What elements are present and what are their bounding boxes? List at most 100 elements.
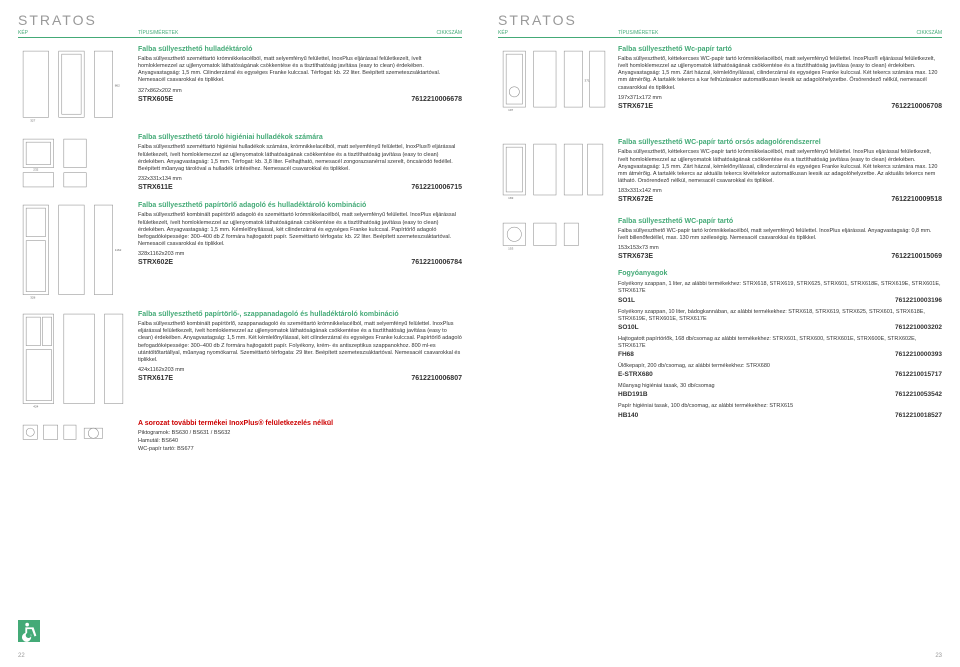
col-code: CIKKSZÁM — [916, 30, 942, 36]
accessibility-icon — [18, 620, 40, 642]
additional-item: Piktogramok: BS630 / BS631 / BS632 — [138, 430, 462, 437]
additional-drawing — [18, 420, 138, 458]
product-row: 153 Falba süllyeszthető WC-papír tartó F… — [498, 218, 942, 261]
supply-desc: Hajtogatott papírtörlők, 168 db/csomag a… — [618, 336, 942, 350]
product-row: 232 Falba süllyeszthető tároló higiéniai… — [18, 134, 462, 192]
product-row: 197371 Falba süllyeszthető Wc-papír tart… — [498, 46, 942, 129]
product-dims: 153x153x73 mm — [618, 245, 942, 251]
product-codes: STRX617E 7612210006807 — [138, 375, 462, 382]
product-drawing: 424 — [18, 311, 138, 410]
product-drawing: 153 — [498, 218, 618, 261]
product-num: 7612210006715 — [411, 184, 462, 191]
product-code: STRX602E — [138, 259, 173, 266]
page-number: 23 — [935, 653, 942, 659]
supply-num: 7612210018527 — [895, 412, 942, 419]
supply-num: 7612210000393 — [895, 351, 942, 358]
supply-num: 7612210053542 — [895, 391, 942, 398]
supply-item: Hajtogatott papírtörlők, 168 db/csomag a… — [618, 336, 942, 358]
supply-code: HB140 — [618, 412, 638, 419]
supply-desc: Műanyag higiéniai tasak, 30 db/csomag — [618, 383, 942, 390]
product-drawing: 183 — [498, 139, 618, 207]
brand-header: STRATOS — [498, 12, 942, 28]
supply-item: Folyékony szappan, 1 liter, az alábbi te… — [618, 281, 942, 303]
product-dims: 328x1162x203 mm — [138, 251, 462, 257]
col-code: CIKKSZÁM — [436, 30, 462, 36]
left-page: STRATOS KÉP TÍPUS/MÉRETEK CIKKSZÁM 327 86… — [0, 0, 480, 667]
product-code: STRX673E — [618, 253, 653, 260]
product-row: 327 862 Falba süllyeszthető hulladéktárol… — [18, 46, 462, 124]
supply-item: Folyékony szappan, 10 liter, bádogkannáb… — [618, 309, 942, 331]
supply-desc: Papír higiéniai tasak, 100 db/csomag, az… — [618, 403, 942, 410]
supply-item: Papír higiéniai tasak, 100 db/csomag, az… — [618, 403, 942, 418]
product-dims: 183x331x142 mm — [618, 188, 942, 194]
supplies-section: Fogyóanyagok Folyékony szappan, 1 liter,… — [618, 270, 942, 418]
product-drawing: 327 862 — [18, 46, 138, 124]
product-content: Falba süllyeszthető Wc-papír tartó Falba… — [618, 46, 942, 129]
supply-code: FH68 — [618, 351, 634, 358]
product-num: 7612210015069 — [891, 253, 942, 260]
product-title: Falba süllyeszthető papírtörlő adagoló é… — [138, 202, 462, 209]
additional-row: A sorozat további termékei InoxPlus® fel… — [18, 420, 462, 458]
product-code: STRX611E — [138, 184, 173, 191]
product-desc: Falba süllyeszthető kombinált papírtörlő… — [138, 321, 462, 364]
product-codes: STRX671E 7612210006708 — [618, 103, 942, 110]
supply-code: E-STRX680 — [618, 371, 653, 378]
additional-content: A sorozat további termékei InoxPlus® fel… — [138, 420, 462, 458]
product-drawing: 232 — [18, 134, 138, 192]
product-drawing: 328 1162 — [18, 202, 138, 301]
product-title: Falba süllyeszthető Wc-papír tartó — [618, 46, 942, 53]
product-desc: Falba süllyeszthető, kéttekercses WC-pap… — [618, 149, 942, 185]
svg-text:327: 327 — [30, 118, 35, 122]
product-dims: 232x331x134 mm — [138, 176, 462, 182]
supply-num: 7612210003202 — [895, 324, 942, 331]
svg-text:153: 153 — [508, 246, 513, 250]
svg-text:197: 197 — [508, 108, 513, 112]
product-code: STRX605E — [138, 96, 173, 103]
product-code: STRX671E — [618, 103, 653, 110]
product-num: 7612210006784 — [411, 259, 462, 266]
product-content: Falba süllyeszthető tároló higiéniai hul… — [138, 134, 462, 192]
product-row: 183 Falba süllyeszthető WC-papír tartó o… — [498, 139, 942, 207]
product-desc: Falba süllyeszthető szeméttartó krómnikk… — [138, 56, 462, 85]
product-content: Falba süllyeszthető WC-papír tartó orsós… — [618, 139, 942, 207]
page-number: 22 — [18, 653, 25, 659]
supply-num: 7612210003196 — [895, 297, 942, 304]
product-title: Falba süllyeszthető WC-papír tartó — [618, 218, 942, 225]
supplies-title: Fogyóanyagok — [618, 270, 942, 277]
supply-code: HBD191B — [618, 391, 648, 398]
product-desc: Falba süllyeszthető szeméttartó higiénia… — [138, 144, 462, 173]
product-code: STRX617E — [138, 375, 173, 382]
product-num: 7612210009518 — [891, 196, 942, 203]
product-codes: STRX605E 7612210006678 — [138, 96, 462, 103]
product-content: Falba süllyeszthető papírtörlő adagoló é… — [138, 202, 462, 301]
product-num: 7612210006708 — [891, 103, 942, 110]
product-dims: 424x1162x203 mm — [138, 367, 462, 373]
supply-code: SO1L — [618, 297, 635, 304]
svg-text:328: 328 — [30, 296, 35, 299]
supply-desc: Ülőkepapír, 200 db/csomag, az alábbi ter… — [618, 363, 942, 370]
product-title: Falba süllyeszthető tároló higiéniai hul… — [138, 134, 462, 141]
supply-item: Műanyag higiéniai tasak, 30 db/csomag HB… — [618, 383, 942, 398]
product-dims: 327x862x202 mm — [138, 88, 462, 94]
product-title: Falba süllyeszthető WC-papír tartó orsós… — [618, 139, 942, 146]
svg-text:183: 183 — [508, 197, 513, 201]
col-type: TÍPUS/MÉRETEK — [618, 30, 916, 36]
right-page: STRATOS KÉP TÍPUS/MÉRETEK CIKKSZÁM 19737… — [480, 0, 960, 667]
product-desc: Falba süllyeszthető WC-papír tartó krómn… — [618, 228, 942, 242]
svg-text:1162: 1162 — [115, 248, 122, 252]
svg-text:232: 232 — [33, 168, 38, 172]
brand-header: STRATOS — [18, 12, 462, 28]
col-type: TÍPUS/MÉRETEK — [138, 30, 436, 36]
supply-desc: Folyékony szappan, 10 liter, bádogkannáb… — [618, 309, 942, 323]
product-title: Falba süllyeszthető papírtörlő-, szappan… — [138, 311, 462, 318]
product-num: 7612210006678 — [411, 96, 462, 103]
product-content: Falba süllyeszthető hulladéktároló Falba… — [138, 46, 462, 124]
supply-item: Ülőkepapír, 200 db/csomag, az alábbi ter… — [618, 363, 942, 378]
svg-text:862: 862 — [115, 84, 120, 88]
additional-item: Hamutál: BS640 — [138, 438, 462, 445]
col-img: KÉP — [18, 30, 138, 36]
column-headers: KÉP TÍPUS/MÉRETEK CIKKSZÁM — [18, 30, 462, 38]
supply-desc: Folyékony szappan, 1 liter, az alábbi te… — [618, 281, 942, 295]
supply-num: 7612210015717 — [895, 371, 942, 378]
supply-code: SO10L — [618, 324, 639, 331]
